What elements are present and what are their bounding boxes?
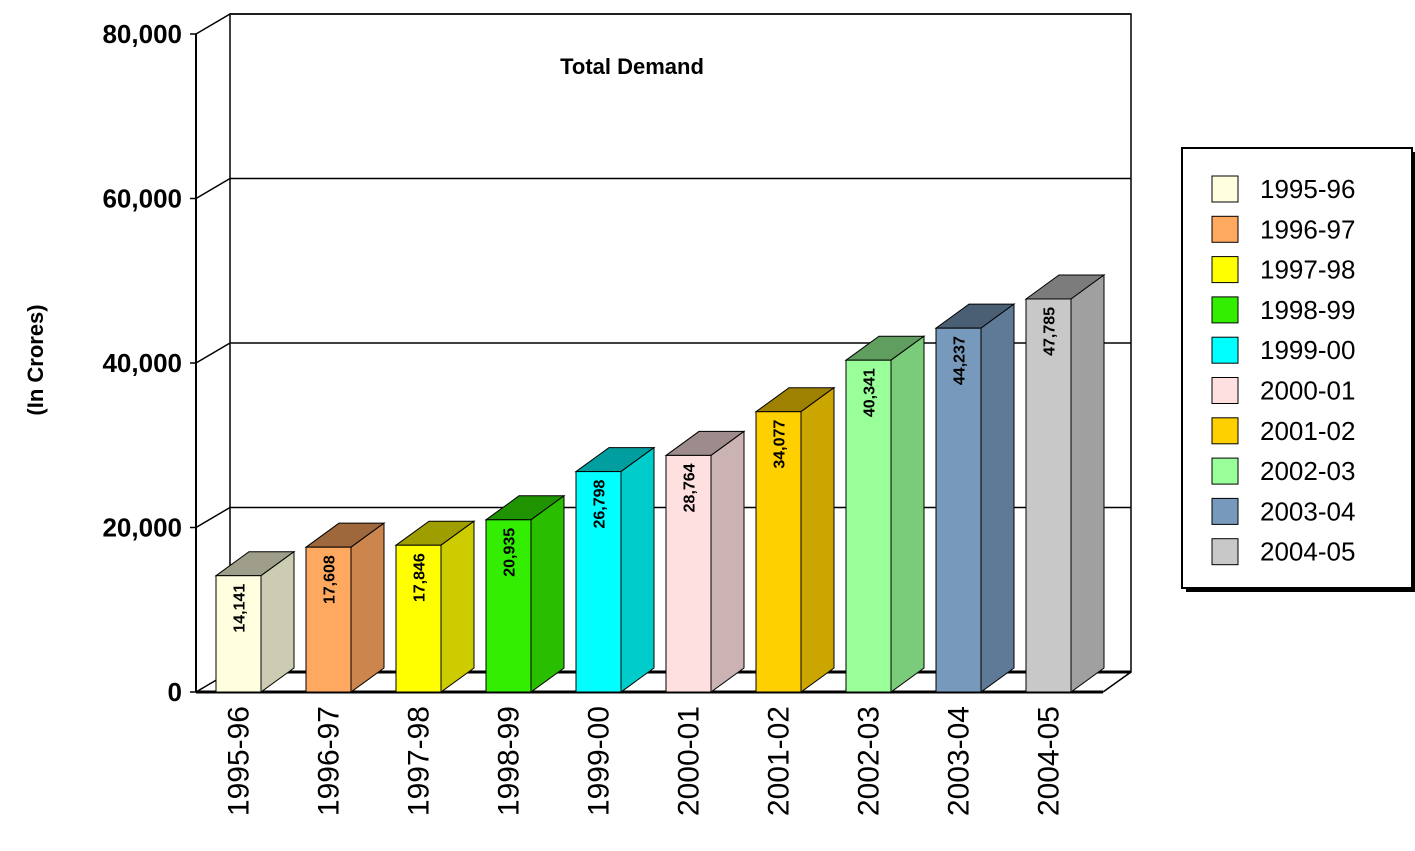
- x-tick-label: 2002-03: [853, 706, 886, 816]
- bar-side: [890, 335, 925, 693]
- x-tick-label: 1998-99: [493, 706, 526, 816]
- y-tick-label: 60,000: [102, 184, 182, 214]
- bar-side: [800, 386, 835, 693]
- y-tick-label: 0: [168, 677, 182, 707]
- gridline-depth: [195, 177, 231, 200]
- y-tick-label: 80,000: [102, 19, 182, 49]
- bar-value-label: 28,764: [682, 463, 699, 512]
- bars: 14,141 17,608 17,846 20,935 26,798 28,764 34,0…: [214, 273, 1106, 693]
- legend-swatch: [1211, 377, 1239, 404]
- bar-value-label: 47,785: [1042, 307, 1059, 356]
- legend-label: 1996-97: [1260, 214, 1355, 244]
- bar: [1025, 298, 1072, 693]
- legend-label: 1995-96: [1260, 174, 1355, 204]
- bar-value-label: 14,141: [232, 584, 249, 633]
- x-axis-labels: 1995-96 1996-97 1997-98 1998-99 1999-00 2000-…: [223, 706, 1066, 816]
- bar-side: [530, 494, 565, 693]
- legend-swatch: [1211, 175, 1239, 203]
- gridline-depth: [195, 506, 231, 529]
- bar-side: [1070, 273, 1105, 693]
- bar-value-label: 17,608: [322, 555, 339, 604]
- bar: [845, 359, 892, 693]
- bar: [575, 471, 622, 693]
- bar-value-label: 34,077: [772, 420, 789, 469]
- bar: [395, 544, 442, 693]
- bar-value-label: 40,341: [862, 368, 879, 417]
- legend-label: 2004-05: [1260, 537, 1355, 567]
- x-tick-label: 2000-01: [673, 706, 706, 816]
- gridline-depth: [195, 342, 231, 364]
- bar-side: [350, 522, 385, 693]
- legend-label: 2001-02: [1260, 416, 1355, 446]
- legend-label: 2000-01: [1260, 376, 1355, 406]
- x-tick-label: 2004-05: [1033, 706, 1066, 816]
- legend: 1995-96 1996-97 1997-98 1998-99 1999-00 2000-…: [1181, 147, 1415, 592]
- legend-label: 1997-98: [1260, 255, 1355, 285]
- x-tick-label: 2003-04: [943, 706, 976, 816]
- bar: [485, 519, 532, 693]
- bar-side: [620, 446, 655, 693]
- gridline-depth: [195, 13, 231, 35]
- bar-side: [980, 303, 1015, 693]
- legend-swatch: [1211, 457, 1239, 485]
- legend-label: 2002-03: [1260, 456, 1355, 486]
- legend-swatch: [1211, 336, 1239, 364]
- bar-value-label: 20,935: [502, 528, 519, 577]
- bar-value-label: 26,798: [592, 479, 609, 528]
- legend-swatch: [1211, 256, 1239, 284]
- legend-swatch: [1211, 215, 1239, 243]
- legend-swatch: [1211, 296, 1239, 324]
- bar: [935, 327, 982, 693]
- legend-label: 1998-99: [1260, 295, 1355, 325]
- bar: [665, 454, 712, 693]
- x-tick-label: 1999-00: [583, 706, 616, 816]
- bar: [755, 411, 802, 693]
- bar-side: [440, 520, 475, 693]
- bar: [215, 575, 262, 693]
- bar: [305, 546, 352, 693]
- x-tick-label: 1996-97: [313, 706, 346, 816]
- y-tick-label: 40,000: [102, 348, 182, 378]
- legend-label: 1999-00: [1260, 335, 1355, 365]
- legend-swatch: [1211, 417, 1239, 445]
- y-axis-label: (In Crores): [23, 304, 48, 415]
- y-tick-label: 20,000: [102, 513, 182, 543]
- y-axis-ticks: 0 20,000 40,000 60,000 80,000: [102, 19, 196, 707]
- floor-right-edge: [1102, 671, 1132, 693]
- bar-side: [260, 550, 295, 693]
- bar-side: [710, 430, 745, 693]
- x-tick-label: 1995-96: [223, 706, 256, 816]
- legend-label: 2003-04: [1260, 496, 1355, 526]
- x-tick-label: 1997-98: [403, 706, 436, 816]
- bar-value-label: 17,846: [412, 553, 429, 602]
- chart-title: Total Demand: [560, 54, 704, 79]
- x-tick-label: 2001-02: [763, 706, 796, 816]
- bar-value-label: 44,237: [952, 336, 969, 385]
- legend-swatch: [1211, 538, 1239, 566]
- legend-swatch: [1211, 497, 1239, 525]
